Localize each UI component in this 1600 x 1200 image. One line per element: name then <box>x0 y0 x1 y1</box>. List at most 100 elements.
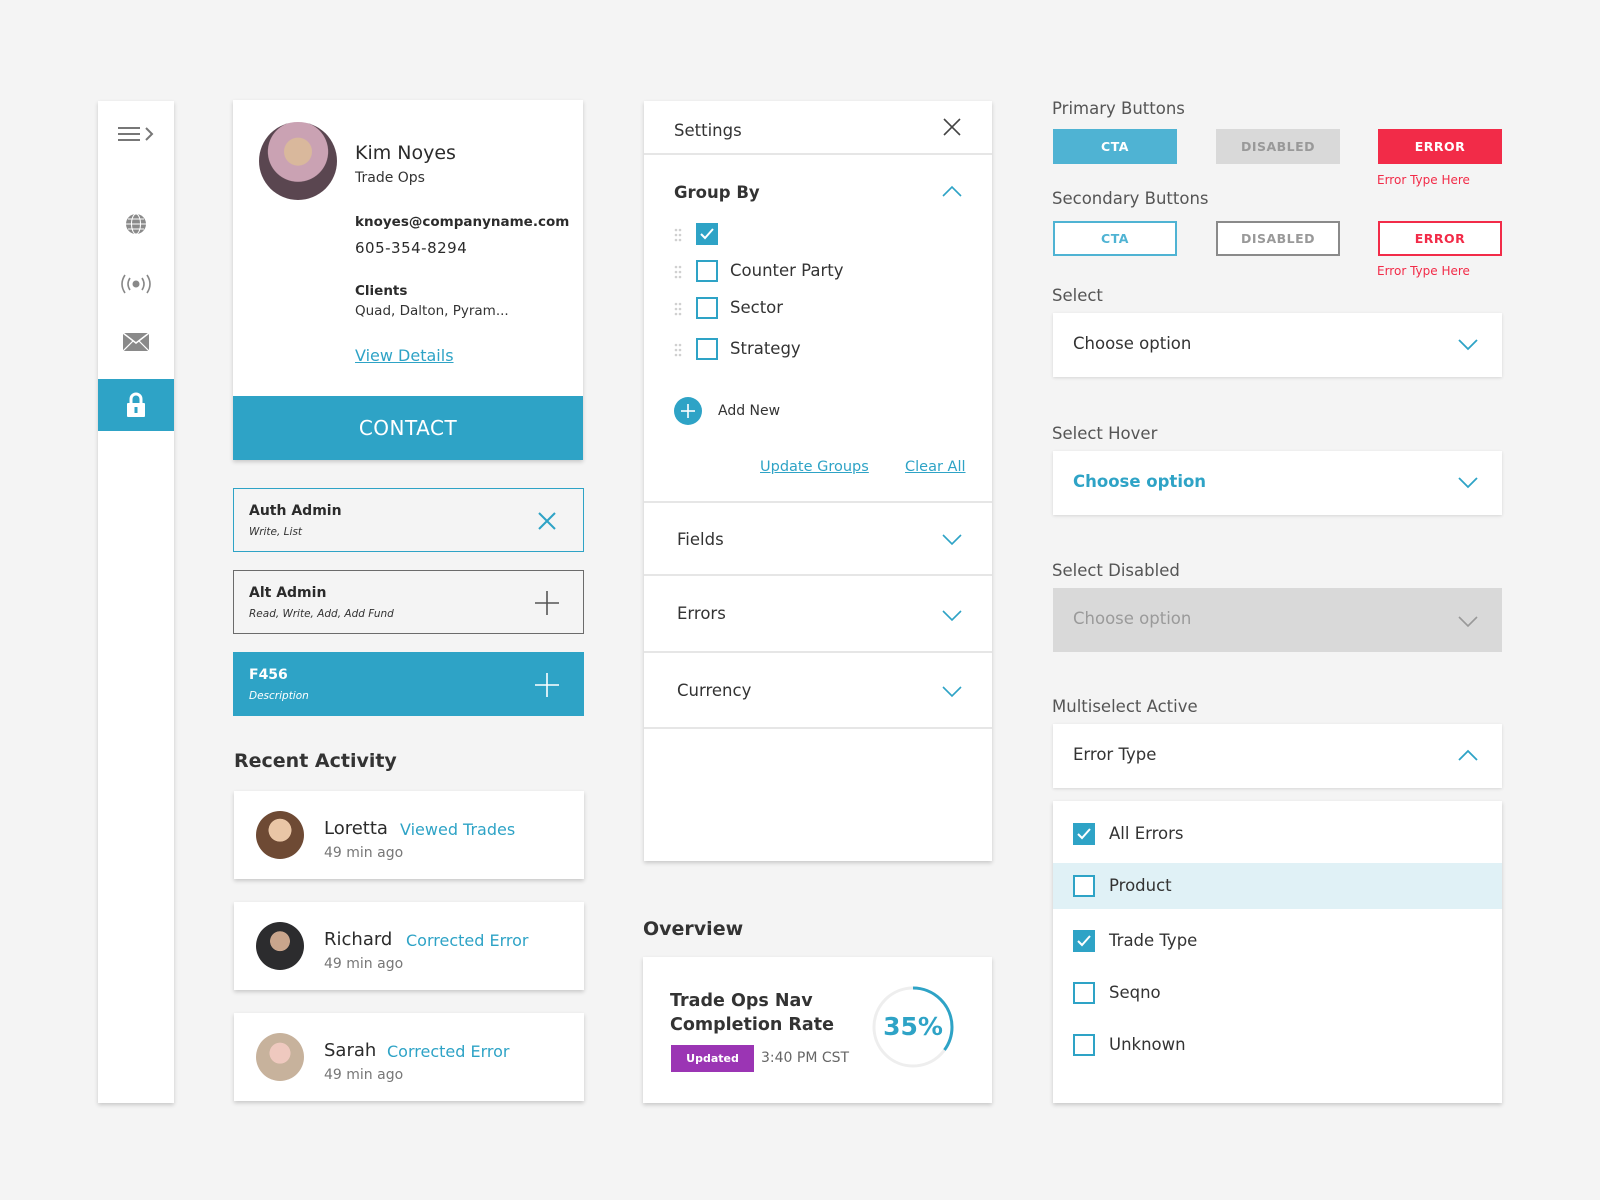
chevron-up-icon <box>1458 749 1478 761</box>
secondary-error-button[interactable]: ERROR <box>1378 221 1502 256</box>
check-icon <box>1077 935 1091 947</box>
activity-user: Richard <box>324 929 393 950</box>
group-checkbox[interactable] <box>696 297 718 319</box>
chevron-up-icon[interactable] <box>942 185 962 197</box>
option-checkbox[interactable] <box>1073 982 1095 1004</box>
add-new-button[interactable]: Add New <box>718 403 781 419</box>
secondary-cta-button[interactable]: CTA <box>1053 221 1177 256</box>
multiselect-field[interactable]: Error Type <box>1053 724 1502 788</box>
activity-item[interactable]: Loretta Viewed Trades 49 min ago <box>234 791 584 879</box>
option-checkbox[interactable] <box>1073 1034 1095 1056</box>
check-icon <box>700 228 714 240</box>
completion-percent: 35% <box>883 1012 943 1041</box>
group-checkbox[interactable] <box>696 260 718 282</box>
group-by-label: Group By <box>674 183 760 202</box>
divider <box>644 651 992 653</box>
multiselect-option[interactable]: Seqno <box>1053 970 1502 1016</box>
clients-value: Quad, Dalton, Pyram... <box>355 303 509 319</box>
drag-handle-icon[interactable] <box>674 302 682 316</box>
chevron-down-icon[interactable] <box>942 610 962 622</box>
divider <box>644 574 992 576</box>
multiselect-option[interactable]: Trade Type <box>1053 918 1502 964</box>
close-icon[interactable] <box>533 507 561 535</box>
avatar <box>256 811 304 859</box>
option-checkbox[interactable] <box>1073 823 1095 845</box>
drag-handle-icon[interactable] <box>674 343 682 357</box>
contact-button[interactable]: CONTACT <box>233 396 583 460</box>
broadcast-icon[interactable] <box>98 269 174 299</box>
accordion-errors[interactable]: Errors <box>677 604 726 623</box>
close-icon[interactable] <box>942 117 962 137</box>
profile-card: Kim Noyes Trade Ops knoyes@companyname.c… <box>233 100 583 460</box>
error-note: Error Type Here <box>1377 264 1470 278</box>
role-subtitle: Write, List <box>249 526 303 538</box>
primary-cta-button[interactable]: CTA <box>1053 129 1177 164</box>
overview-title: Overview <box>643 918 744 940</box>
clients-label: Clients <box>355 283 408 299</box>
role-title: F456 <box>249 667 288 683</box>
multiselect-dropdown: All Errors Product Trade Type Seqno Unkn… <box>1053 801 1502 1103</box>
chevron-down-icon <box>1458 339 1478 351</box>
menu-expand-icon[interactable] <box>98 117 174 151</box>
activity-time: 49 min ago <box>324 845 404 861</box>
divider <box>644 501 992 503</box>
view-details-link[interactable]: View Details <box>355 346 454 365</box>
multiselect-option[interactable]: All Errors <box>1053 811 1502 857</box>
clear-all-link[interactable]: Clear All <box>905 459 966 475</box>
profile-email: knoyes@companyname.com <box>355 214 570 230</box>
completion-arc <box>872 986 954 1068</box>
select-hover-title: Select Hover <box>1052 424 1158 443</box>
role-title: Auth Admin <box>249 503 342 519</box>
plus-icon[interactable] <box>533 671 561 699</box>
group-checkbox[interactable] <box>696 338 718 360</box>
add-icon[interactable] <box>674 397 702 425</box>
select-field[interactable]: Choose option <box>1053 313 1502 377</box>
select-disabled-field: Choose option <box>1053 588 1502 652</box>
activity-action[interactable]: Corrected Error <box>387 1042 510 1061</box>
overview-time: 3:40 PM CST <box>761 1050 850 1066</box>
select-hover-field[interactable]: Choose option <box>1053 451 1502 515</box>
lock-icon[interactable] <box>98 379 174 431</box>
option-label: All Errors <box>1109 824 1184 843</box>
select-value: Choose option <box>1073 334 1192 353</box>
sidebar <box>98 101 174 1103</box>
activity-action[interactable]: Corrected Error <box>406 931 529 950</box>
activity-item[interactable]: Sarah Corrected Error 49 min ago <box>234 1013 584 1101</box>
option-label: Product <box>1109 876 1172 895</box>
drag-handle-icon[interactable] <box>674 265 682 279</box>
update-groups-link[interactable]: Update Groups <box>760 459 869 475</box>
chevron-down-icon[interactable] <box>942 686 962 698</box>
plus-icon[interactable] <box>533 589 561 617</box>
divider <box>644 153 992 155</box>
settings-title: Settings <box>674 121 742 140</box>
activity-user: Loretta <box>324 818 388 839</box>
primary-error-button[interactable]: ERROR <box>1378 129 1502 164</box>
option-checkbox[interactable] <box>1073 930 1095 952</box>
chevron-down-icon[interactable] <box>942 534 962 546</box>
role-item-auth-admin[interactable]: Auth Admin Write, List <box>233 488 584 552</box>
globe-icon[interactable] <box>98 209 174 239</box>
chevron-down-icon <box>1458 616 1478 628</box>
multiselect-option[interactable]: Product <box>1053 863 1502 909</box>
multiselect-option[interactable]: Unknown <box>1053 1022 1502 1068</box>
profile-phone: 605-354-8294 <box>355 239 468 257</box>
mail-icon[interactable] <box>98 327 174 357</box>
role-item-f456[interactable]: F456 Description <box>233 652 584 716</box>
group-checkbox[interactable] <box>696 223 718 245</box>
accordion-currency[interactable]: Currency <box>677 681 752 700</box>
activity-item[interactable]: Richard Corrected Error 49 min ago <box>234 902 584 990</box>
option-checkbox[interactable] <box>1073 875 1095 897</box>
overview-card-title: Trade Ops Nav Completion Rate <box>670 991 834 1035</box>
check-icon <box>1077 828 1091 840</box>
activity-action[interactable]: Viewed Trades <box>400 820 516 839</box>
drag-handle-icon[interactable] <box>674 228 682 242</box>
secondary-buttons-title: Secondary Buttons <box>1052 189 1209 208</box>
group-option-label: Strategy <box>730 339 801 358</box>
group-option-label: Counter Party <box>730 261 844 280</box>
role-item-alt-admin[interactable]: Alt Admin Read, Write, Add, Add Fund <box>233 570 584 634</box>
avatar <box>256 1033 304 1081</box>
accordion-fields[interactable]: Fields <box>677 530 724 549</box>
overview-card: Trade Ops Nav Completion Rate Updated 3:… <box>643 957 992 1103</box>
option-label: Unknown <box>1109 1035 1186 1054</box>
activity-time: 49 min ago <box>324 956 404 972</box>
